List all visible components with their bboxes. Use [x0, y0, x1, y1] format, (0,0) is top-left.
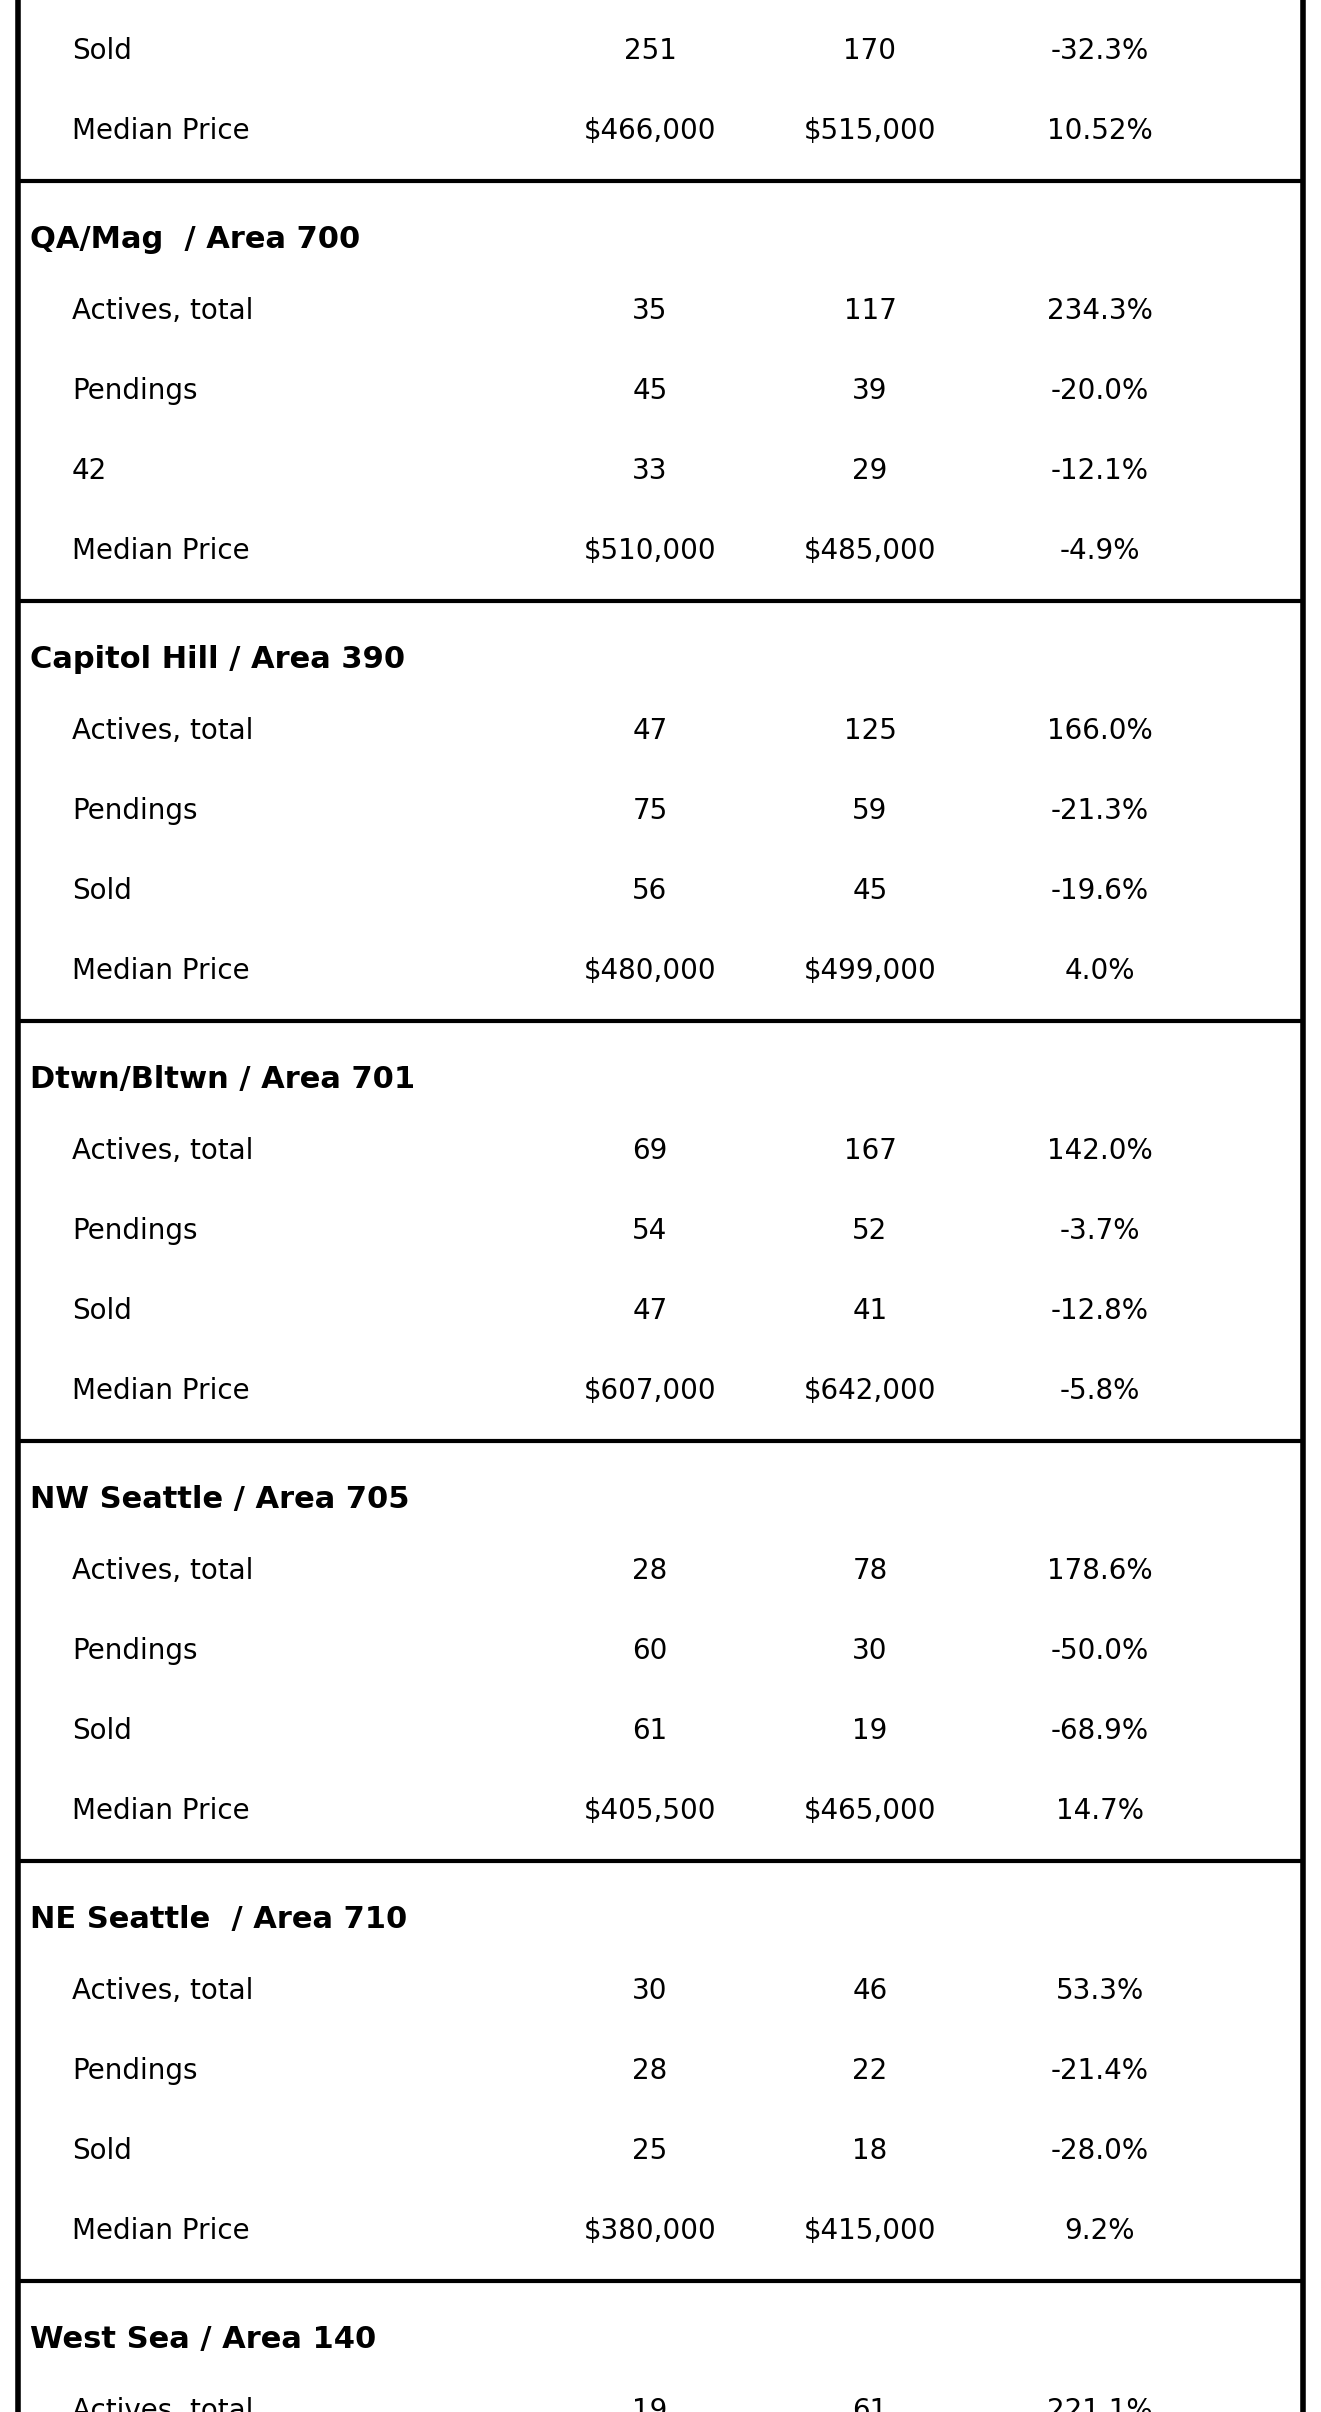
Text: 39: 39: [852, 376, 888, 405]
Text: $405,500: $405,500: [584, 1797, 716, 1826]
Text: NW Seattle / Area 705: NW Seattle / Area 705: [30, 1486, 410, 1515]
Text: 9.2%: 9.2%: [1065, 2217, 1135, 2246]
Text: Pendings: Pendings: [73, 376, 198, 405]
Text: Median Price: Median Price: [73, 2217, 250, 2246]
Text: 170: 170: [844, 36, 897, 65]
Text: 46: 46: [852, 1978, 888, 2004]
Text: -20.0%: -20.0%: [1052, 376, 1149, 405]
Text: Median Price: Median Price: [73, 1377, 250, 1406]
Text: 28: 28: [633, 1558, 667, 1585]
Text: 142.0%: 142.0%: [1048, 1136, 1153, 1165]
Text: -32.3%: -32.3%: [1052, 36, 1149, 65]
Text: 54: 54: [633, 1218, 667, 1245]
Text: $480,000: $480,000: [584, 958, 716, 984]
Text: 25: 25: [633, 2137, 667, 2166]
Text: -50.0%: -50.0%: [1052, 1638, 1149, 1664]
Text: -28.0%: -28.0%: [1052, 2137, 1149, 2166]
Text: 56: 56: [633, 878, 667, 904]
Text: Sold: Sold: [73, 1298, 132, 1324]
Text: 75: 75: [633, 796, 667, 825]
Text: -19.6%: -19.6%: [1052, 878, 1149, 904]
Text: -21.3%: -21.3%: [1052, 796, 1149, 825]
Text: Sold: Sold: [73, 1717, 132, 1744]
Text: $607,000: $607,000: [584, 1377, 716, 1406]
Text: 78: 78: [852, 1558, 888, 1585]
Text: 28: 28: [633, 2057, 667, 2084]
Text: $415,000: $415,000: [803, 2217, 937, 2246]
Text: Actives, total: Actives, total: [73, 1558, 254, 1585]
Text: $380,000: $380,000: [584, 2217, 716, 2246]
Text: Actives, total: Actives, total: [73, 297, 254, 326]
Text: $465,000: $465,000: [803, 1797, 937, 1826]
Text: 234.3%: 234.3%: [1048, 297, 1153, 326]
Text: Pendings: Pendings: [73, 796, 198, 825]
Text: Actives, total: Actives, total: [73, 2398, 254, 2412]
Text: $510,000: $510,000: [584, 538, 716, 564]
Text: -68.9%: -68.9%: [1052, 1717, 1149, 1744]
Text: West Sea / Area 140: West Sea / Area 140: [30, 2325, 376, 2354]
Text: 166.0%: 166.0%: [1048, 716, 1153, 745]
Text: 35: 35: [633, 297, 667, 326]
Text: 53.3%: 53.3%: [1055, 1978, 1144, 2004]
Text: 251: 251: [624, 36, 676, 65]
Text: $466,000: $466,000: [584, 118, 716, 145]
Text: 117: 117: [844, 297, 897, 326]
Text: 19: 19: [852, 1717, 888, 1744]
Text: 125: 125: [844, 716, 897, 745]
Text: 47: 47: [633, 1298, 667, 1324]
Text: Pendings: Pendings: [73, 1638, 198, 1664]
Text: $485,000: $485,000: [803, 538, 937, 564]
Text: -12.1%: -12.1%: [1052, 456, 1149, 485]
Text: 52: 52: [852, 1218, 888, 1245]
Text: -3.7%: -3.7%: [1059, 1218, 1140, 1245]
Text: 4.0%: 4.0%: [1065, 958, 1135, 984]
Text: -12.8%: -12.8%: [1052, 1298, 1149, 1324]
Text: Capitol Hill / Area 390: Capitol Hill / Area 390: [30, 644, 406, 673]
Text: 42: 42: [73, 456, 107, 485]
Text: 22: 22: [852, 2057, 888, 2084]
Text: -21.4%: -21.4%: [1052, 2057, 1149, 2084]
Text: 59: 59: [852, 796, 888, 825]
Text: Dtwn/Bltwn / Area 701: Dtwn/Bltwn / Area 701: [30, 1066, 415, 1095]
Text: NE Seattle  / Area 710: NE Seattle / Area 710: [30, 1905, 407, 1934]
Text: Sold: Sold: [73, 2137, 132, 2166]
Text: Median Price: Median Price: [73, 538, 250, 564]
Text: Median Price: Median Price: [73, 118, 250, 145]
Text: 18: 18: [852, 2137, 888, 2166]
Text: Actives, total: Actives, total: [73, 1136, 254, 1165]
Text: Actives, total: Actives, total: [73, 716, 254, 745]
Text: 178.6%: 178.6%: [1048, 1558, 1153, 1585]
Text: Actives, total: Actives, total: [73, 1978, 254, 2004]
Text: 69: 69: [633, 1136, 667, 1165]
Text: 47: 47: [633, 716, 667, 745]
Text: Sold: Sold: [73, 36, 132, 65]
Text: 30: 30: [852, 1638, 888, 1664]
Text: -5.8%: -5.8%: [1059, 1377, 1140, 1406]
Text: 167: 167: [844, 1136, 897, 1165]
Text: 41: 41: [852, 1298, 888, 1324]
Text: 19: 19: [633, 2398, 667, 2412]
Text: Median Price: Median Price: [73, 1797, 250, 1826]
Text: 45: 45: [852, 878, 888, 904]
Text: 61: 61: [852, 2398, 888, 2412]
Text: Pendings: Pendings: [73, 2057, 198, 2084]
Text: Sold: Sold: [73, 878, 132, 904]
Text: $642,000: $642,000: [803, 1377, 937, 1406]
Text: 221.1%: 221.1%: [1048, 2398, 1153, 2412]
Text: Median Price: Median Price: [73, 958, 250, 984]
Text: QA/Mag  / Area 700: QA/Mag / Area 700: [30, 224, 361, 253]
Text: 30: 30: [633, 1978, 667, 2004]
Text: 10.52%: 10.52%: [1048, 118, 1153, 145]
Text: -4.9%: -4.9%: [1059, 538, 1140, 564]
Text: $499,000: $499,000: [803, 958, 937, 984]
Text: 60: 60: [633, 1638, 667, 1664]
Text: 14.7%: 14.7%: [1055, 1797, 1144, 1826]
Text: $515,000: $515,000: [803, 118, 937, 145]
Text: Pendings: Pendings: [73, 1218, 198, 1245]
Text: 33: 33: [633, 456, 667, 485]
Text: 45: 45: [633, 376, 667, 405]
Text: 61: 61: [633, 1717, 667, 1744]
Text: 29: 29: [852, 456, 888, 485]
